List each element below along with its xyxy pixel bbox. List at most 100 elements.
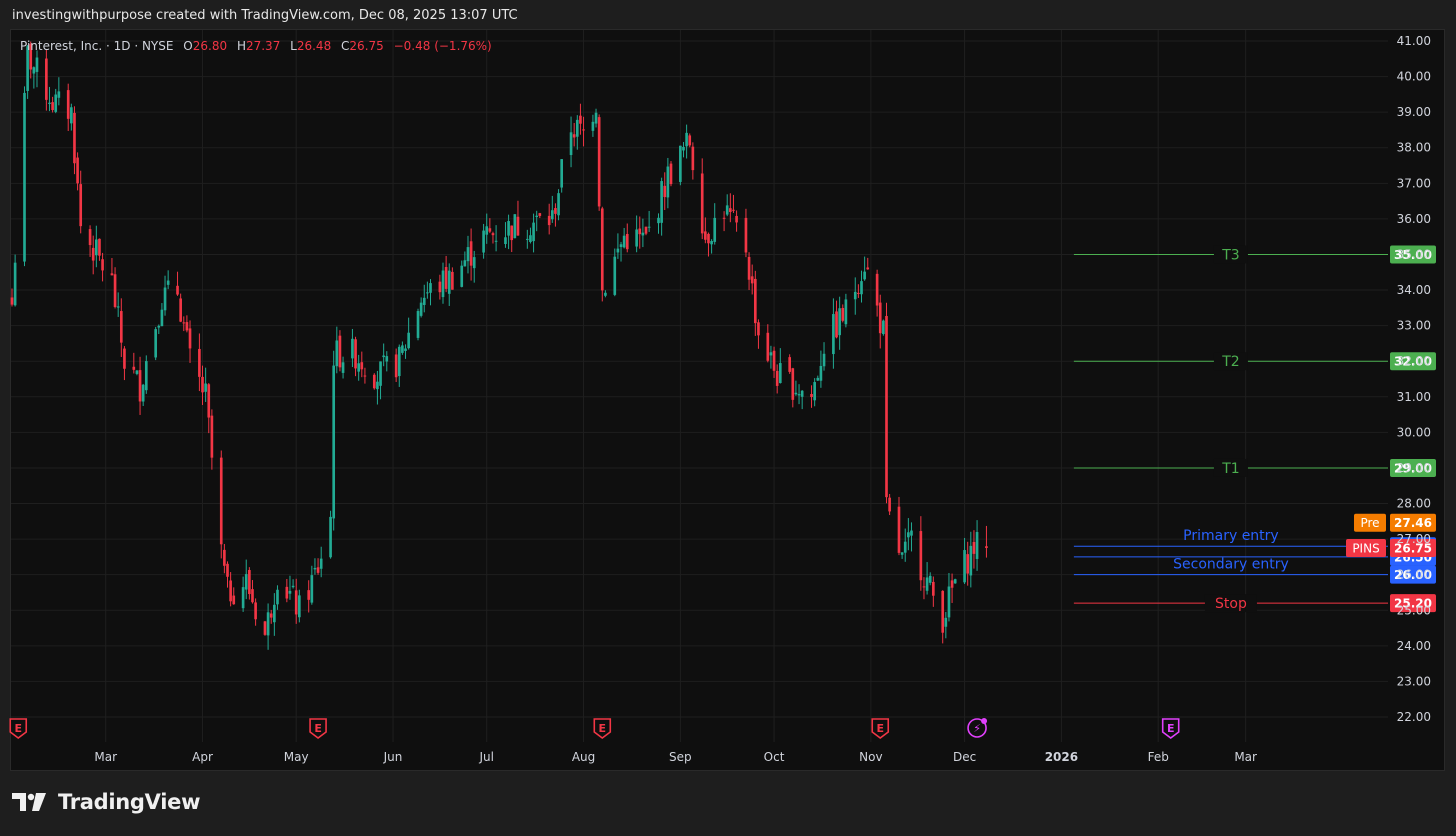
candle: [579, 103, 582, 135]
candle: [597, 114, 601, 211]
candle-body: [291, 585, 295, 588]
candle: [513, 214, 517, 239]
price-tick-label: 41.00: [1397, 34, 1431, 48]
candle-body: [307, 590, 311, 600]
price-tick-label: 26.00: [1397, 568, 1431, 582]
candle-body: [332, 365, 336, 519]
candle-body: [722, 217, 726, 219]
candle: [379, 361, 382, 400]
candle: [98, 238, 101, 261]
candle-body: [575, 119, 579, 137]
candle-body: [98, 238, 101, 256]
dividend-icon[interactable]: ⚡: [967, 718, 988, 738]
candle-body: [460, 265, 464, 287]
candle-body: [816, 377, 820, 381]
candle: [119, 298, 123, 357]
price-tick-label: 33.00: [1397, 319, 1431, 333]
candle-body: [248, 570, 251, 595]
candle-body: [119, 311, 123, 343]
level-label: T2: [1221, 354, 1239, 370]
candle-body: [888, 497, 891, 512]
candle-body: [853, 291, 857, 300]
candle: [819, 350, 823, 388]
event-glyph: E: [876, 722, 884, 735]
candle-body: [691, 146, 695, 171]
candle: [376, 370, 379, 405]
tradingview-logo[interactable]: TradingView: [12, 790, 200, 814]
candle-body: [273, 604, 276, 623]
candle: [341, 356, 345, 379]
candle: [791, 367, 795, 408]
candle-body: [422, 297, 426, 305]
open-label: O: [183, 39, 192, 53]
candle-body: [185, 322, 189, 331]
candle-body: [707, 233, 710, 244]
earnings-icon[interactable]: E: [593, 718, 612, 739]
symbol-name: Pinterest, Inc. · 1D · NYSE: [20, 39, 173, 53]
level-label-bg: [1204, 594, 1257, 613]
candle-body: [229, 580, 232, 602]
candle-body: [704, 231, 707, 240]
candle: [635, 215, 638, 253]
candle-body: [57, 91, 61, 98]
level-label: Secondary entry: [1173, 557, 1289, 573]
price-tick-label: 40.00: [1397, 70, 1431, 84]
price-tag-label: 26.00: [1394, 568, 1432, 582]
level-label-bg: [1213, 352, 1248, 371]
candlestick-series: [10, 41, 988, 650]
candle: [472, 250, 476, 283]
time-tick-label: Apr: [192, 750, 213, 764]
candle: [466, 235, 470, 274]
chart-frame[interactable]: [10, 29, 1445, 771]
candle-body: [401, 345, 404, 353]
candle-body: [263, 621, 267, 635]
candle-body: [941, 590, 945, 633]
earnings-icon[interactable]: E: [871, 718, 890, 739]
candle: [13, 254, 17, 307]
candle: [123, 346, 126, 381]
candle: [285, 578, 289, 603]
candle: [747, 252, 751, 290]
candle-body: [451, 271, 454, 290]
price-tag-label: 32.00: [1394, 355, 1432, 369]
candle-body: [494, 240, 498, 242]
price-tick-label: 22.00: [1397, 710, 1431, 724]
candle: [438, 274, 442, 300]
candle-body: [157, 325, 161, 328]
candle-body: [638, 228, 642, 235]
candle: [788, 354, 792, 374]
candle-body: [700, 173, 704, 234]
candle-body: [288, 590, 292, 594]
time-tick-label: Mar: [94, 750, 117, 764]
earnings-icon[interactable]: E: [309, 718, 327, 739]
earnings-icon[interactable]: E: [9, 718, 28, 740]
candle-body: [201, 376, 204, 393]
earnings-icon-shape: [593, 718, 612, 739]
candle-body: [769, 352, 773, 356]
candle: [710, 239, 713, 254]
earnings-icon-shape: [1161, 718, 1180, 739]
candle-body: [679, 145, 682, 182]
candle: [950, 573, 954, 603]
time-tick-label: Nov: [859, 750, 882, 764]
candle-body: [907, 532, 910, 538]
candle-body: [532, 222, 535, 242]
candle-body: [241, 587, 245, 609]
earnings-icon[interactable]: E: [1161, 718, 1180, 739]
candle-body: [163, 287, 167, 311]
event-glyph: E: [599, 722, 607, 735]
candle-body: [950, 580, 954, 588]
candle: [882, 319, 885, 336]
candle: [838, 296, 841, 350]
candle: [941, 590, 945, 644]
candle: [688, 133, 692, 148]
candle-body: [510, 225, 514, 241]
candle: [616, 233, 620, 259]
level-stop: Stop 25.20: [1073, 594, 1436, 613]
time-tick-label: May: [284, 750, 309, 764]
time-axis: Mar Apr May Jun Jul Aug Sep Oct Nov Dec 2026 Feb Mar: [94, 750, 1257, 764]
candle: [535, 210, 539, 232]
candle: [660, 177, 663, 236]
